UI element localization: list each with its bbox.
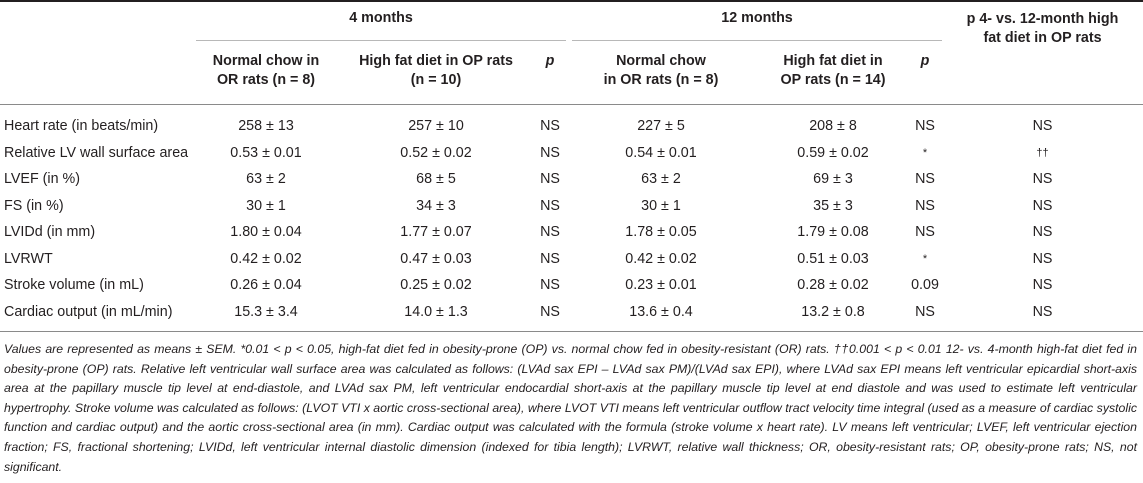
col-header-line-1: High fat diet in xyxy=(783,53,883,69)
cell-normal-chow-12m: 63 ± 2 xyxy=(641,171,681,187)
cell-normal-chow-12m: 1.78 ± 0.05 xyxy=(625,224,697,240)
col-header-line-2: OR rats (n = 8) xyxy=(216,72,316,88)
cell-normal-chow-4m: 63 ± 2 xyxy=(246,171,286,187)
table-row: Heart rate (in beats/min) 258 ± 13 257 ± 1… xyxy=(0,114,1143,139)
table-row: Stroke volume (in mL) 0.26 ± 0.04 0.25 ± 0… xyxy=(0,273,1143,298)
cell-p-12m: NS xyxy=(915,224,935,240)
row-label: LVEF (in %) xyxy=(4,171,81,187)
cell-p-comparison: †† xyxy=(1036,146,1049,159)
comparison-line-2: fat diet in OP rats xyxy=(983,30,1102,46)
row-label: LVIDd (in mm) xyxy=(4,224,96,240)
cell-normal-chow-4m: 0.26 ± 0.04 xyxy=(230,277,302,293)
cell-p-12m: NS xyxy=(915,171,935,187)
cell-high-fat-12m: 13.2 ± 0.8 xyxy=(801,303,865,320)
group-header-4-months: 4 months xyxy=(349,10,413,26)
cell-p-4m: NS xyxy=(540,171,560,187)
cell-high-fat-12m: 35 ± 3 xyxy=(813,197,853,214)
cell-p-12m: * xyxy=(922,146,928,159)
group-rule-12-months xyxy=(572,40,942,41)
cell-p-4m: NS xyxy=(540,144,560,161)
row-label: FS (in %) xyxy=(4,197,64,214)
cell-normal-chow-4m: 0.42 ± 0.02 xyxy=(230,250,302,267)
col-header-normal-chow-12m: Normal chow in OR rats (n = 8) xyxy=(572,52,750,90)
col-header-line-2: in OR rats (n = 8) xyxy=(603,72,719,88)
table-footnote: Values are represented as means ± SEM. *… xyxy=(4,342,1137,474)
cell-normal-chow-4m: 15.3 ± 3.4 xyxy=(234,303,298,320)
table-row: Cardiac output (in mL/min) 15.3 ± 3.4 14.0… xyxy=(0,300,1143,325)
cell-p-12m: NS xyxy=(915,118,935,134)
row-label: LVRWT xyxy=(4,250,53,267)
row-label: Cardiac output (in mL/min) xyxy=(4,303,173,320)
group-header-12-months: 12 months xyxy=(721,10,793,26)
cell-high-fat-4m: 0.47 ± 0.03 xyxy=(400,250,472,267)
cell-normal-chow-4m: 30 ± 1 xyxy=(246,197,286,214)
cell-p-12m: * xyxy=(922,252,928,265)
cell-normal-chow-4m: 0.53 ± 0.01 xyxy=(230,144,302,161)
col-header-p-4m: p xyxy=(545,53,555,69)
col-header-line-2: (n = 10) xyxy=(410,72,462,88)
cell-p-4m: NS xyxy=(540,303,560,320)
col-header-line-1: High fat diet in OP rats xyxy=(359,53,513,69)
cell-normal-chow-12m: 13.6 ± 0.4 xyxy=(629,303,693,320)
cell-p-comparison: NS xyxy=(1032,303,1053,320)
cell-p-comparison: NS xyxy=(1032,250,1053,267)
table-row: FS (in %) 30 ± 1 34 ± 3 NS 30 ± 1 35 ± 3 NS NS xyxy=(0,194,1143,219)
table-row: LVIDd (in mm) 1.80 ± 0.04 1.77 ± 0.07 NS 1.7… xyxy=(0,220,1143,245)
header-bottom-rule xyxy=(0,104,1143,105)
cell-high-fat-12m: 1.79 ± 0.08 xyxy=(797,224,869,240)
col-header-line-1: Normal chow in xyxy=(212,53,320,69)
cell-normal-chow-12m: 0.23 ± 0.01 xyxy=(625,277,697,293)
cell-high-fat-12m: 69 ± 3 xyxy=(813,171,853,187)
cell-p-4m: NS xyxy=(540,197,560,214)
cell-p-12m: NS xyxy=(915,197,935,214)
cell-high-fat-12m: 0.51 ± 0.03 xyxy=(797,250,869,267)
group-rule-4-months xyxy=(196,40,566,41)
col-header-line-2: OP rats (n = 14) xyxy=(780,72,886,88)
cell-p-12m: 0.09 xyxy=(911,277,939,293)
col-header-normal-chow-4m: Normal chow in OR rats (n = 8) xyxy=(196,52,336,90)
cell-high-fat-4m: 1.77 ± 0.07 xyxy=(400,224,472,240)
cell-p-comparison: NS xyxy=(1032,171,1053,187)
col-header-p-12m: p xyxy=(920,53,930,69)
cell-high-fat-12m: 0.59 ± 0.02 xyxy=(797,144,869,161)
cell-p-comparison: NS xyxy=(1032,197,1053,214)
row-label: Relative LV wall surface area xyxy=(4,144,189,161)
table-row: Relative LV wall surface area 0.53 ± 0.01… xyxy=(0,141,1143,166)
cell-normal-chow-12m: 30 ± 1 xyxy=(641,197,681,214)
cell-high-fat-4m: 14.0 ± 1.3 xyxy=(404,303,468,320)
cell-normal-chow-4m: 258 ± 13 xyxy=(238,118,294,134)
cell-p-4m: NS xyxy=(540,224,560,240)
cell-high-fat-4m: 68 ± 5 xyxy=(416,171,456,187)
cell-high-fat-12m: 0.28 ± 0.02 xyxy=(797,277,869,293)
cell-normal-chow-4m: 1.80 ± 0.04 xyxy=(230,224,302,240)
cell-p-comparison: NS xyxy=(1032,277,1053,293)
cell-p-comparison: NS xyxy=(1032,224,1053,240)
col-header-high-fat-4m: High fat diet in OP rats (n = 10) xyxy=(338,52,534,90)
col-header-high-fat-12m: High fat diet in OP rats (n = 14) xyxy=(758,52,908,90)
col-header-line-1: Normal chow xyxy=(616,53,706,69)
cell-high-fat-4m: 0.52 ± 0.02 xyxy=(400,144,472,161)
cell-high-fat-4m: 257 ± 10 xyxy=(408,118,464,134)
cell-p-12m: NS xyxy=(915,303,935,320)
cell-high-fat-4m: 34 ± 3 xyxy=(416,197,456,214)
cell-normal-chow-12m: 227 ± 5 xyxy=(637,118,685,134)
row-label: Heart rate (in beats/min) xyxy=(4,118,159,134)
comparison-line-1: p 4- vs. 12-month high xyxy=(966,11,1119,27)
cell-normal-chow-12m: 0.42 ± 0.02 xyxy=(625,250,697,267)
cell-high-fat-12m: 208 ± 8 xyxy=(809,118,857,134)
cell-p-comparison: NS xyxy=(1032,118,1053,134)
table-top-rule xyxy=(0,0,1143,2)
cell-p-4m: NS xyxy=(540,250,560,267)
cell-normal-chow-12m: 0.54 ± 0.01 xyxy=(625,144,697,161)
cell-p-4m: NS xyxy=(540,277,560,293)
group-header-comparison: p 4- vs. 12-month high fat diet in OP ra… xyxy=(942,10,1143,48)
row-label: Stroke volume (in mL) xyxy=(4,277,144,293)
table-bottom-rule xyxy=(0,331,1143,332)
cell-high-fat-4m: 0.25 ± 0.02 xyxy=(400,277,472,293)
table-row: LVRWT 0.42 ± 0.02 0.47 ± 0.03 NS 0.42 ± 0.02… xyxy=(0,247,1143,272)
table-row: LVEF (in %) 63 ± 2 68 ± 5 NS 63 ± 2 69 ± 3 NS N… xyxy=(0,167,1143,192)
cell-p-4m: NS xyxy=(540,118,560,134)
